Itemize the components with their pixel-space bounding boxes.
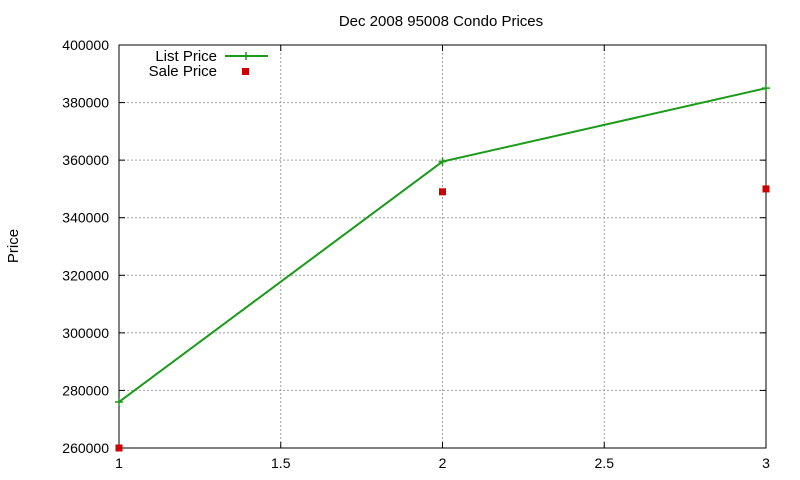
y-tick-label: 300000 bbox=[62, 325, 109, 341]
series-layer bbox=[115, 84, 770, 452]
x-tick-label: 1.5 bbox=[271, 455, 291, 471]
y-axis-label: Price bbox=[5, 229, 22, 263]
x-tick-label: 2 bbox=[439, 455, 447, 471]
y-tick-label: 340000 bbox=[62, 210, 109, 226]
data-point-sale-price bbox=[115, 444, 123, 452]
y-tick-label: 280000 bbox=[62, 382, 109, 398]
legend-label-sale-price: Sale Price bbox=[149, 63, 217, 80]
x-tick-label: 2.5 bbox=[595, 455, 615, 471]
legend-marker-sale-price bbox=[242, 68, 249, 75]
y-tick-label: 380000 bbox=[62, 95, 109, 111]
chart-title: Dec 2008 95008 Condo Prices bbox=[339, 13, 543, 30]
data-point-sale-price bbox=[762, 185, 770, 193]
x-tick-label: 3 bbox=[762, 455, 770, 471]
y-tick-label: 320000 bbox=[62, 267, 109, 283]
data-point-list-price bbox=[115, 397, 123, 406]
legend: List Price Sale Price bbox=[149, 48, 268, 80]
data-point-sale-price bbox=[439, 188, 446, 196]
legend-label-list-price: List Price bbox=[155, 48, 217, 65]
legend-marker-list-price bbox=[242, 52, 250, 60]
y-tick-label: 260000 bbox=[62, 440, 109, 456]
axis-ticks: 260000 280000 300000 320000 340000 360000 3800… bbox=[62, 37, 770, 471]
y-tick-label: 360000 bbox=[62, 152, 109, 168]
grid-lines bbox=[119, 45, 766, 448]
data-point-list-price bbox=[438, 157, 447, 166]
x-tick-label: 1 bbox=[115, 455, 123, 471]
y-tick-label: 400000 bbox=[62, 37, 109, 53]
data-point-list-price bbox=[762, 84, 770, 93]
